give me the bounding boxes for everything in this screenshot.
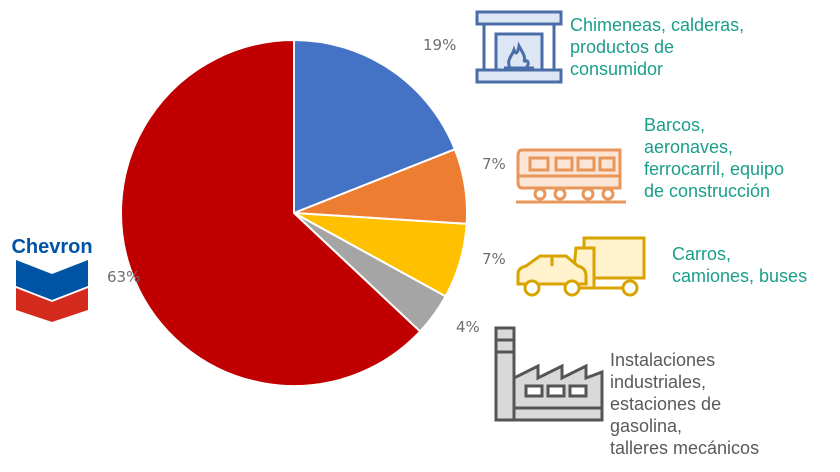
slice-fireplace	[293, 38, 457, 215]
pie-slices	[120, 38, 468, 387]
chevron-mark-icon	[16, 260, 88, 322]
category-label-industry: Instalaciones industriales, estaciones de g…	[610, 350, 760, 458]
fireplace-icon	[475, 10, 563, 84]
category-label-transport: Barcos, aeronaves, ferrocarril, equipo de c…	[644, 115, 785, 201]
category-label-fireplace: Chimeneas, calderas, productos de consumid…	[570, 15, 745, 79]
slice-label-cars: 7%	[482, 250, 506, 268]
slice-chevron	[120, 38, 422, 387]
slice-label-fireplace: 19%	[423, 36, 457, 54]
chevron-logo: Chevron	[6, 236, 98, 326]
factory-icon	[494, 326, 604, 422]
slice-label-transport: 7%	[482, 155, 506, 173]
category-label-cars: Carros, camiones, buses	[672, 244, 808, 286]
chevron-logo-text: Chevron	[11, 236, 93, 258]
train-icon	[516, 148, 626, 204]
slice-label-industry: 4%	[456, 318, 480, 336]
car-truck-icon	[516, 236, 646, 297]
slice-label-chevron: 63%	[107, 268, 141, 286]
